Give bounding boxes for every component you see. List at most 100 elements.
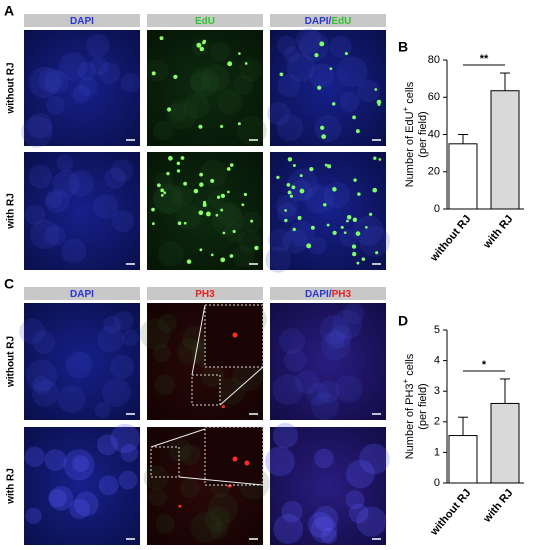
stained-cell	[244, 62, 248, 65]
stained-cell	[284, 218, 288, 223]
y-axis-label-line2: (per field)	[417, 111, 429, 157]
nucleus	[313, 506, 339, 532]
nucleus	[345, 490, 365, 510]
stained-cell	[378, 158, 382, 161]
nucleus	[282, 228, 308, 254]
nucleus	[154, 374, 176, 396]
stained-cell	[166, 107, 172, 112]
nucleus	[272, 422, 299, 449]
nucleus	[281, 500, 303, 523]
zoom-line	[178, 476, 264, 486]
nucleus	[38, 67, 64, 93]
nucleus	[207, 190, 225, 208]
nucleus	[328, 325, 352, 349]
nucleus	[276, 194, 299, 217]
nucleus	[44, 225, 66, 246]
nucleus	[153, 183, 185, 214]
nucleus	[32, 380, 59, 407]
nucleus	[265, 246, 292, 273]
nucleus	[77, 61, 96, 81]
y-axis-label-line2: (per field)	[417, 383, 429, 429]
nucleus	[27, 113, 53, 139]
micrograph	[24, 427, 140, 545]
nucleus	[98, 475, 119, 496]
stained-cell	[227, 190, 230, 194]
stained-cell	[176, 161, 181, 166]
nucleus	[311, 392, 339, 421]
inset-cell	[232, 332, 238, 338]
y-tick-label: 0	[434, 203, 440, 215]
nucleus	[189, 71, 211, 93]
stained-cell	[352, 251, 357, 257]
nucleus	[44, 70, 69, 95]
stained-cell	[343, 231, 347, 234]
nucleus	[232, 245, 255, 268]
nucleus	[183, 92, 210, 120]
nucleus	[323, 182, 351, 209]
stained-cell	[317, 85, 322, 90]
column-header-part: PH3	[332, 289, 352, 300]
stained-cell	[353, 178, 357, 182]
panel-label: C	[4, 276, 14, 292]
y-tick-label: 80	[428, 54, 440, 66]
stained-cell	[176, 169, 181, 173]
nucleus	[283, 349, 307, 372]
stained-cell	[229, 254, 234, 258]
nucleus	[217, 377, 245, 405]
column-header-bg	[270, 14, 386, 27]
nucleus	[286, 53, 316, 82]
y-label-main: Number of PH3	[404, 383, 416, 459]
nucleus	[110, 159, 134, 182]
nucleus	[211, 204, 244, 236]
stained-cell	[374, 88, 378, 91]
stained-cell	[344, 51, 348, 56]
nucleus	[104, 167, 126, 189]
nucleus	[48, 489, 67, 508]
nucleus	[357, 79, 380, 103]
stained-cell	[250, 219, 254, 223]
nucleus	[319, 314, 350, 345]
nucleus	[325, 331, 345, 350]
nucleus	[85, 33, 110, 58]
stained-cell	[375, 251, 379, 255]
nucleus	[61, 238, 87, 264]
stained-cell	[215, 213, 219, 217]
nucleus	[294, 369, 320, 395]
nucleus	[110, 423, 140, 454]
nucleus	[97, 434, 119, 456]
micrograph	[147, 152, 263, 270]
y-label-sup: +	[401, 378, 410, 383]
stained-cell	[292, 163, 296, 167]
nucleus	[21, 116, 53, 148]
stained-cell	[151, 207, 155, 212]
micrograph	[147, 30, 263, 146]
stained-cell	[319, 41, 325, 47]
nucleus	[232, 359, 264, 392]
bar	[490, 90, 520, 210]
nucleus	[283, 46, 300, 63]
nucleus	[334, 375, 363, 403]
nucleus	[29, 219, 60, 250]
nucleus	[28, 164, 53, 189]
nucleus	[189, 67, 220, 97]
nucleus	[277, 203, 297, 223]
nucleus	[121, 329, 139, 347]
stained-cell	[199, 172, 204, 177]
stained-cell	[332, 230, 337, 235]
nucleus	[278, 327, 306, 355]
nucleus	[102, 378, 131, 408]
micrograph	[270, 303, 386, 420]
nucleus	[19, 318, 46, 345]
stained-cell	[199, 46, 205, 52]
nucleus	[28, 66, 60, 99]
stained-cell	[376, 99, 382, 105]
stained-cell	[377, 103, 381, 107]
column-header-part: DAPI	[70, 16, 94, 27]
stained-cell	[331, 102, 336, 106]
nucleus	[273, 513, 304, 544]
column-header-part: EdU	[331, 16, 351, 27]
stained-cell	[183, 221, 187, 225]
nucleus	[118, 470, 138, 490]
nucleus	[46, 95, 65, 115]
